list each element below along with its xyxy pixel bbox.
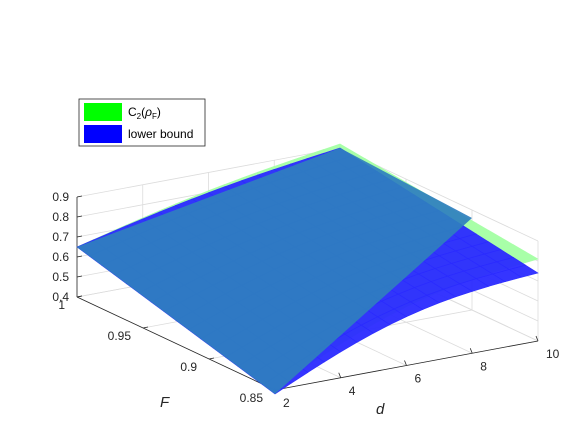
legend: C2(ρF) lower bound [78, 98, 206, 147]
tick-labels: 0.4 0.5 0.6 0.7 0.8 0.9 1 0.95 0.9 0.85 2 4 6 8 10 [52, 190, 559, 410]
legend-c2-sub2: F [152, 112, 157, 121]
x-tick-1 [338, 372, 342, 378]
y-tick-2 [208, 357, 215, 360]
z-tick-4 [76, 215, 83, 218]
y-tick-label-1: 0.95 [108, 329, 132, 343]
z-tick-5 [76, 195, 83, 198]
legend-c2-sub1: 2 [137, 112, 142, 121]
z-tick-2 [76, 255, 83, 258]
x-tick-2 [404, 360, 407, 366]
x-tick-label-1: 4 [349, 384, 356, 398]
y-tick-label-3: 0.85 [240, 391, 264, 405]
y-tick-0 [76, 295, 83, 298]
y-tick-1 [142, 326, 149, 329]
x-tick-label-4: 10 [546, 347, 560, 361]
y-tick-label-0: 1 [58, 298, 65, 312]
x-tick-4 [535, 335, 539, 342]
x-tick-3 [469, 348, 473, 354]
z-tick-label-1: 0.5 [52, 270, 69, 284]
z-tick-label-3: 0.7 [52, 230, 69, 244]
z-tick-label-5: 0.9 [52, 190, 69, 204]
y-axis-line [76, 296, 276, 391]
x-tick-label-0: 2 [283, 396, 290, 410]
z-tick-1 [76, 275, 83, 278]
x-axis-label: d [376, 401, 385, 418]
legend-label-lower-bound: lower bound [128, 127, 193, 141]
legend-c2-rho: ρ [144, 105, 152, 119]
z-tick-label-4: 0.8 [52, 210, 69, 224]
y-tick-label-2: 0.9 [180, 360, 197, 374]
surfaces [76, 143, 539, 395]
x-tick-label-2: 6 [415, 372, 422, 386]
surface-1-patch [508, 264, 539, 278]
z-tick-label-2: 0.6 [52, 250, 69, 264]
x-tick-label-3: 8 [480, 359, 487, 373]
legend-c2-main: C [128, 105, 137, 119]
legend-c2-close: ) [157, 105, 161, 119]
z-tick-3 [76, 235, 83, 238]
legend-c2-open: ( [141, 105, 145, 119]
y-axis-label: F [160, 394, 170, 411]
z-tick-label-0: 0.4 [52, 290, 69, 304]
surface-overlap-region [77, 148, 472, 394]
legend-swatch-lower-bound [84, 125, 122, 143]
legend-label-c2: C2(ρF) [128, 105, 161, 121]
legend-swatch-c2 [84, 103, 122, 121]
